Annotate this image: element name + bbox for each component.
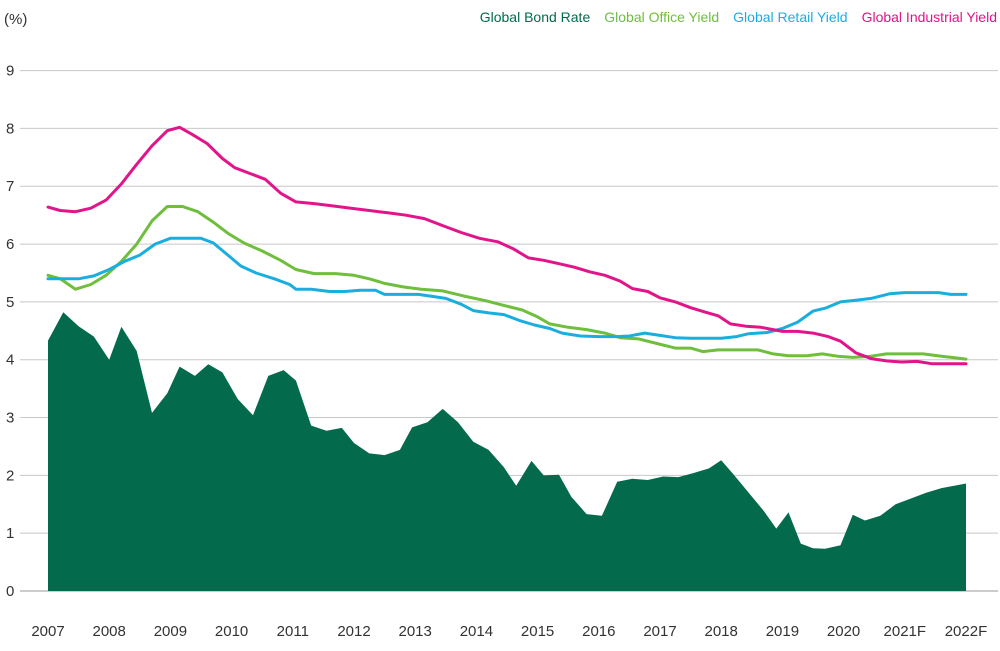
y-axis-tick-labels: 0 1 2 3 4 5 6 7 8 9 bbox=[6, 63, 14, 600]
y-tick-label: 3 bbox=[6, 410, 14, 427]
x-tick-label: 2021F bbox=[884, 623, 927, 640]
x-tick-label: 2022F bbox=[945, 623, 988, 640]
y-tick-label: 8 bbox=[6, 120, 14, 137]
x-tick-label: 2007 bbox=[31, 623, 64, 640]
legend-item-global-retail-yield: Global Retail Yield bbox=[733, 9, 847, 25]
x-tick-label: 2016 bbox=[582, 623, 615, 640]
x-tick-label: 2014 bbox=[460, 623, 493, 640]
y-tick-label: 1 bbox=[6, 525, 14, 542]
x-tick-label: 2019 bbox=[766, 623, 799, 640]
x-tick-label: 2017 bbox=[643, 623, 676, 640]
x-tick-label: 2013 bbox=[399, 623, 432, 640]
legend: Global Industrial Yield Global Retail Yie… bbox=[480, 9, 997, 25]
series-area-global-bond-rate bbox=[48, 312, 966, 591]
y-tick-label: 7 bbox=[6, 178, 14, 195]
y-tick-label: 5 bbox=[6, 294, 14, 311]
legend-item-global-industrial-yield: Global Industrial Yield bbox=[862, 9, 997, 25]
series-line-global-retail-yield bbox=[46, 236, 968, 340]
x-tick-label: 2012 bbox=[337, 623, 370, 640]
x-axis-tick-labels: 2007 2008 2009 2010 2011 2012 2013 2014 2015 2016… bbox=[31, 623, 987, 640]
y-tick-label: 9 bbox=[6, 63, 14, 80]
y-axis-unit-label: (%) bbox=[4, 11, 27, 28]
x-tick-label: 2009 bbox=[154, 623, 187, 640]
series-line-global-office-yield bbox=[46, 205, 968, 361]
x-tick-label: 2010 bbox=[215, 623, 248, 640]
legend-item-global-bond-rate: Global Bond Rate bbox=[480, 9, 591, 25]
x-tick-label: 2018 bbox=[705, 623, 738, 640]
x-tick-label: 2020 bbox=[827, 623, 860, 640]
series-layer bbox=[46, 125, 968, 591]
y-tick-label: 0 bbox=[6, 583, 14, 600]
y-tick-label: 6 bbox=[6, 236, 14, 253]
x-tick-label: 2015 bbox=[521, 623, 554, 640]
x-tick-label: 2008 bbox=[93, 623, 126, 640]
y-tick-label: 2 bbox=[6, 467, 14, 484]
series-line-global-industrial-yield bbox=[46, 125, 968, 366]
legend-item-global-office-yield: Global Office Yield bbox=[604, 9, 719, 25]
x-tick-label: 2011 bbox=[277, 623, 309, 640]
y-tick-label: 4 bbox=[6, 352, 14, 369]
